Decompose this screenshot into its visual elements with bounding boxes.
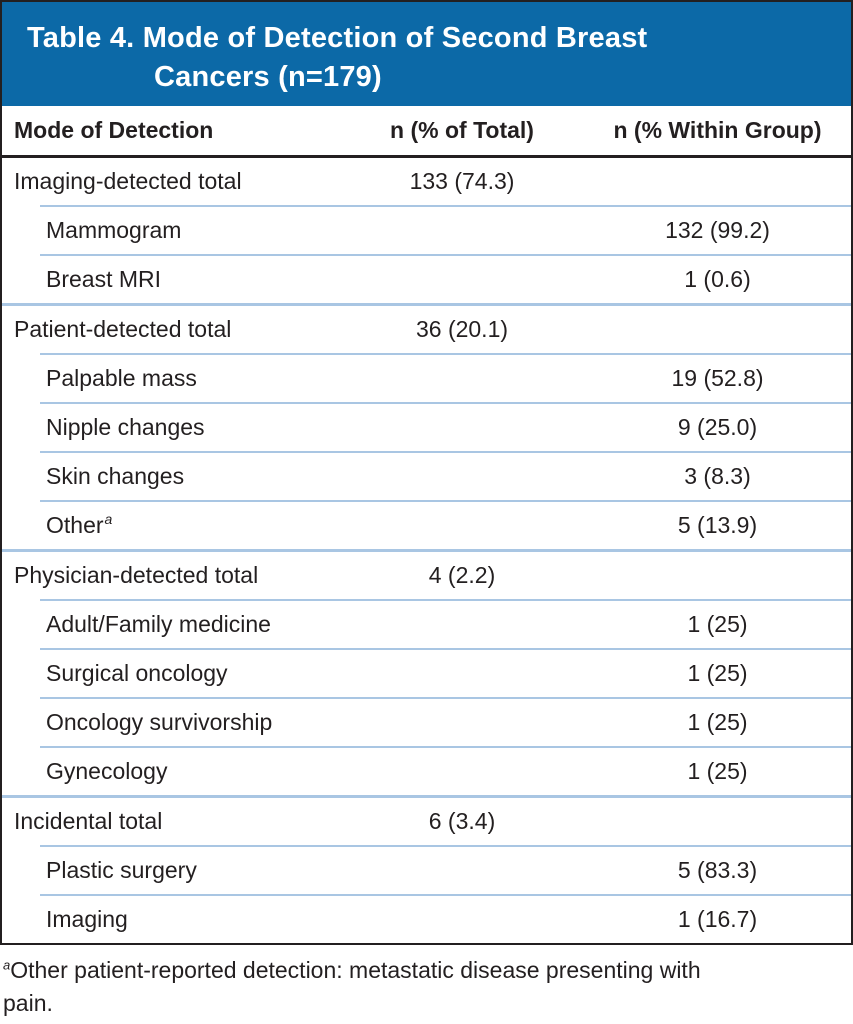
table-title-line2: Cancers (n=179) xyxy=(154,61,382,93)
row-label: Incidental total xyxy=(2,808,362,835)
row-separator xyxy=(2,303,851,306)
row-within-group-value: 1 (25) xyxy=(687,758,748,784)
row-within-group-value: 132 (99.2) xyxy=(665,217,770,243)
row-label-text: Palpable mass xyxy=(46,365,197,391)
row-total-value: 133 (74.3) xyxy=(409,168,515,194)
row-label-text: Skin changes xyxy=(46,463,185,489)
row-label-text: Patient-detected total xyxy=(14,316,232,342)
table-row: Mammogram 132 (99.2) xyxy=(2,207,851,254)
table-row: Imaging 1 (16.7) xyxy=(2,896,851,943)
table-row: Plastic surgery 5 (83.3) xyxy=(2,847,851,894)
footnote-line1: aOther patient-reported detection: metas… xyxy=(3,954,853,987)
row-label-text: Breast MRI xyxy=(46,266,162,292)
table-row: Othera 5 (13.9) xyxy=(2,502,851,549)
row-label: Othera xyxy=(2,512,362,539)
row-separator xyxy=(40,648,851,650)
row-label-text: Other xyxy=(46,512,104,538)
row-separator xyxy=(40,451,851,453)
column-header-within-group: n (% Within Group) xyxy=(613,117,822,143)
row-within-group-value: 1 (0.6) xyxy=(684,266,751,292)
row-label-text: Imaging xyxy=(46,906,128,932)
table-title: Table 4. Mode of Detection of Second Bre… xyxy=(27,19,841,97)
row-label: Physician-detected total xyxy=(2,562,362,589)
row-within-group-value: 1 (25) xyxy=(687,709,748,735)
row-total-value: 4 (2.2) xyxy=(428,562,496,588)
row-within-group-value: 1 (25) xyxy=(687,660,748,686)
table-body: Imaging-detected total 133 (74.3) Mammogra… xyxy=(2,158,851,943)
row-label-text: Imaging-detected total xyxy=(14,168,242,194)
row-label-text: Surgical oncology xyxy=(46,660,228,686)
table-row: Nipple changes 9 (25.0) xyxy=(2,404,851,451)
table-row: Gynecology 1 (25) xyxy=(2,748,851,795)
row-within-group-value: 5 (83.3) xyxy=(677,857,758,883)
row-label-text: Gynecology xyxy=(46,758,168,784)
row-within-group-value: 19 (52.8) xyxy=(671,365,764,391)
row-separator xyxy=(2,549,851,552)
row-separator xyxy=(40,500,851,502)
footnote-text: Other patient-reported detection: metast… xyxy=(10,957,701,983)
row-label: Adult/Family medicine xyxy=(2,611,362,638)
row-label: Imaging-detected total xyxy=(2,168,362,195)
table-row: Skin changes 3 (8.3) xyxy=(2,453,851,500)
row-separator xyxy=(40,845,851,847)
table-row: Surgical oncology 1 (25) xyxy=(2,650,851,697)
row-within-group-value: 9 (25.0) xyxy=(677,414,758,440)
row-separator xyxy=(40,599,851,601)
row-label: Plastic surgery xyxy=(2,857,362,884)
footnote-ref: a xyxy=(104,511,113,528)
row-label: Palpable mass xyxy=(2,365,362,392)
table4-figure: Table 4. Mode of Detection of Second Bre… xyxy=(0,0,853,945)
row-total-value: 6 (3.4) xyxy=(428,808,496,834)
footnote-line2: pain. xyxy=(3,990,53,1016)
row-total-value: 36 (20.1) xyxy=(415,316,509,342)
row-label-text: Oncology survivorship xyxy=(46,709,273,735)
row-separator xyxy=(40,402,851,404)
footnote-marker: a xyxy=(3,957,11,973)
table-title-band: Table 4. Mode of Detection of Second Bre… xyxy=(2,2,851,106)
row-separator xyxy=(40,697,851,699)
column-header-total: n (% of Total) xyxy=(390,117,534,143)
row-label: Imaging xyxy=(2,906,362,933)
table-row: Imaging-detected total 133 (74.3) xyxy=(2,158,851,205)
footnote: aOther patient-reported detection: metas… xyxy=(0,954,853,1020)
row-label: Surgical oncology xyxy=(2,660,362,687)
table-row: Palpable mass 19 (52.8) xyxy=(2,355,851,402)
row-within-group-value: 1 (25) xyxy=(687,611,748,637)
table-row: Adult/Family medicine 1 (25) xyxy=(2,601,851,648)
row-separator xyxy=(40,746,851,748)
table-row: Physician-detected total 4 (2.2) xyxy=(2,552,851,599)
row-label-text: Mammogram xyxy=(46,217,182,243)
row-within-group-value: 1 (16.7) xyxy=(677,906,758,932)
table-title-line1: Table 4. Mode of Detection of Second Bre… xyxy=(27,22,648,54)
row-label: Oncology survivorship xyxy=(2,709,362,736)
row-label-text: Plastic surgery xyxy=(46,857,197,883)
row-separator xyxy=(40,353,851,355)
row-label-text: Incidental total xyxy=(14,808,163,834)
row-separator xyxy=(40,894,851,896)
table-row: Breast MRI 1 (0.6) xyxy=(2,256,851,303)
row-separator xyxy=(40,254,851,256)
row-label: Patient-detected total xyxy=(2,316,362,343)
row-separator xyxy=(2,795,851,798)
column-header-mode: Mode of Detection xyxy=(14,117,214,143)
row-label-text: Adult/Family medicine xyxy=(46,611,271,637)
row-label: Nipple changes xyxy=(2,414,362,441)
row-label: Gynecology xyxy=(2,758,362,785)
table-row: Patient-detected total 36 (20.1) xyxy=(2,306,851,353)
row-separator xyxy=(40,205,851,207)
row-within-group-value: 3 (8.3) xyxy=(684,463,751,489)
row-label-text: Nipple changes xyxy=(46,414,205,440)
row-label-text: Physician-detected total xyxy=(14,562,259,588)
table-row: Oncology survivorship 1 (25) xyxy=(2,699,851,746)
table-row: Incidental total 6 (3.4) xyxy=(2,798,851,845)
row-label: Skin changes xyxy=(2,463,362,490)
row-within-group-value: 5 (13.9) xyxy=(677,512,758,538)
row-label: Mammogram xyxy=(2,217,362,244)
column-header-row: Mode of Detection n (% of Total) n (% Wi… xyxy=(2,106,851,158)
row-label: Breast MRI xyxy=(2,266,362,293)
